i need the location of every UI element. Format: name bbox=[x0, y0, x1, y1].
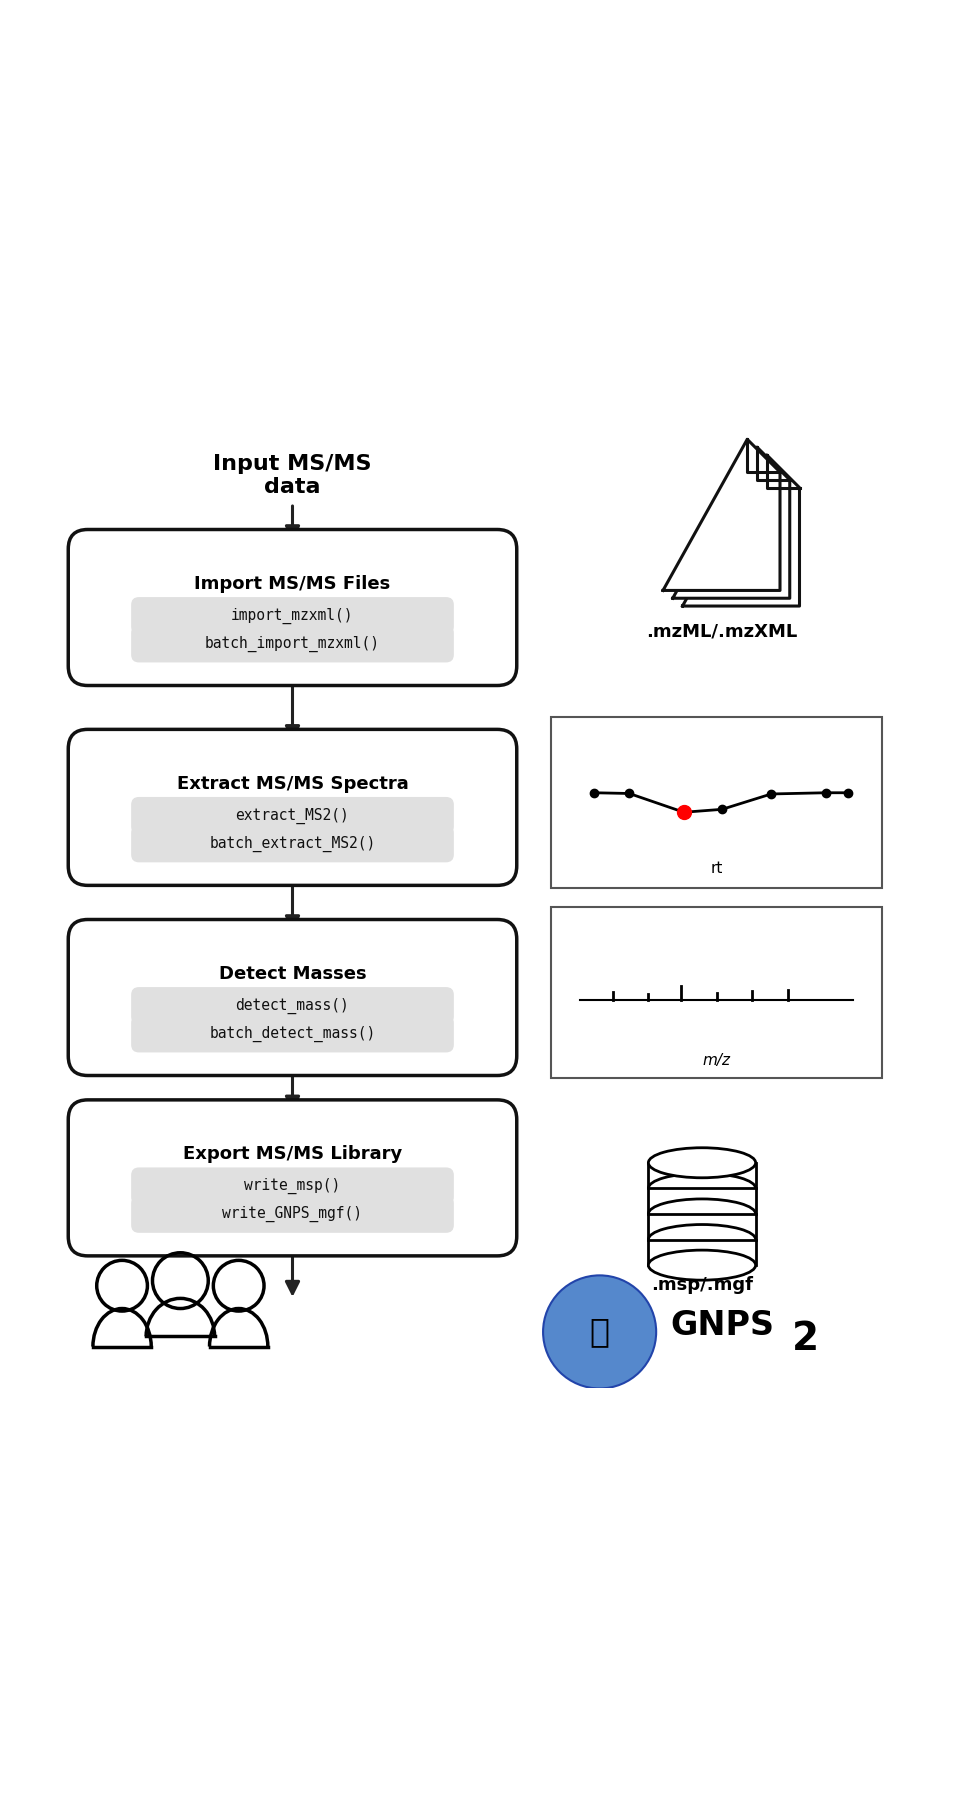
Bar bbox=[551, 907, 882, 1078]
Text: m/z: m/z bbox=[703, 1053, 730, 1067]
FancyBboxPatch shape bbox=[68, 729, 517, 886]
Polygon shape bbox=[663, 439, 780, 590]
Text: extract_MS2(): extract_MS2() bbox=[236, 808, 349, 824]
FancyBboxPatch shape bbox=[131, 625, 454, 662]
Text: batch_import_mzxml(): batch_import_mzxml() bbox=[205, 635, 380, 652]
Text: write_msp(): write_msp() bbox=[245, 1177, 340, 1193]
Text: Export MS/MS Library: Export MS/MS Library bbox=[183, 1145, 402, 1163]
Text: Extract MS/MS Spectra: Extract MS/MS Spectra bbox=[176, 776, 409, 794]
Polygon shape bbox=[673, 446, 790, 598]
Text: batch_detect_mass(): batch_detect_mass() bbox=[210, 1026, 375, 1042]
FancyBboxPatch shape bbox=[131, 1168, 454, 1204]
FancyBboxPatch shape bbox=[68, 1100, 517, 1256]
FancyBboxPatch shape bbox=[131, 1195, 454, 1233]
Text: detect_mass(): detect_mass() bbox=[236, 997, 349, 1013]
Text: Input MS/MS
data: Input MS/MS data bbox=[214, 454, 371, 497]
Text: 🌍: 🌍 bbox=[590, 1316, 609, 1348]
FancyBboxPatch shape bbox=[131, 1015, 454, 1053]
FancyBboxPatch shape bbox=[68, 920, 517, 1075]
Text: .mzML/.mzXML: .mzML/.mzXML bbox=[645, 623, 798, 641]
Bar bbox=[648, 1163, 756, 1265]
Text: .msp/.mgf: .msp/.mgf bbox=[651, 1276, 753, 1294]
Ellipse shape bbox=[648, 1251, 756, 1280]
FancyBboxPatch shape bbox=[131, 824, 454, 862]
Circle shape bbox=[543, 1276, 656, 1388]
Ellipse shape bbox=[648, 1148, 756, 1177]
FancyBboxPatch shape bbox=[131, 986, 454, 1024]
Text: rt: rt bbox=[711, 860, 722, 877]
Text: import_mzxml(): import_mzxml() bbox=[231, 608, 354, 625]
FancyBboxPatch shape bbox=[131, 797, 454, 833]
FancyBboxPatch shape bbox=[131, 598, 454, 634]
Text: batch_extract_MS2(): batch_extract_MS2() bbox=[210, 835, 375, 851]
Text: 2: 2 bbox=[792, 1319, 819, 1357]
Text: write_GNPS_mgf(): write_GNPS_mgf() bbox=[222, 1206, 363, 1222]
Bar bbox=[551, 716, 882, 887]
Text: GNPS: GNPS bbox=[671, 1309, 775, 1341]
Polygon shape bbox=[682, 455, 800, 607]
FancyBboxPatch shape bbox=[68, 529, 517, 686]
Text: Import MS/MS Files: Import MS/MS Files bbox=[194, 576, 391, 594]
Text: Detect Masses: Detect Masses bbox=[218, 965, 367, 983]
